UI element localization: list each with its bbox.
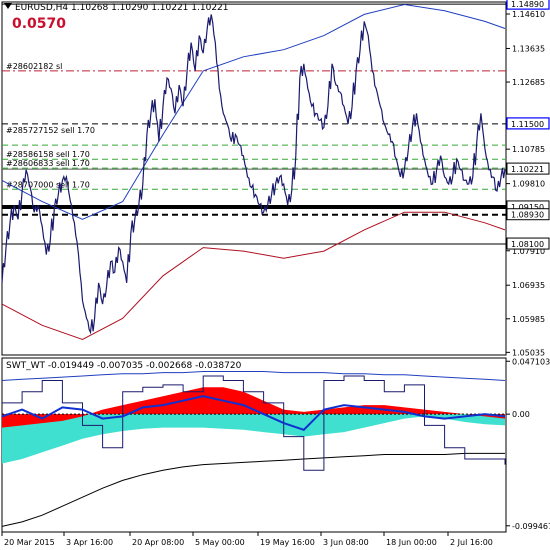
indicator-pane-frame (1, 357, 507, 533)
price-tag-label: 1.09150 (511, 203, 544, 212)
price-tag-box (506, 208, 550, 221)
price-tag-label: 1.14890 (511, 0, 544, 9)
x-tick-label: 20 Mar 2015 (4, 538, 55, 547)
x-tick-label: 3 Apr 16:00 (66, 538, 113, 547)
price-tick-label: 1.10785 (512, 145, 545, 154)
price-tick-label: 1.12685 (512, 78, 545, 87)
ohlc-high: 1.10290 (111, 3, 149, 13)
price-tick-label: 1.07910 (512, 247, 545, 256)
price-tag: 1.10221 (506, 162, 550, 175)
price-tick-label: 1.14610 (512, 10, 545, 19)
histogram-cyan-area (2, 414, 505, 464)
price-tick-label: 1.06935 (512, 281, 545, 290)
price-tag-label: 1.08100 (511, 240, 544, 249)
indicator-header: SWT_WT -0.019449 -0.007035 -0.002668 -0.… (6, 361, 241, 371)
histogram-red-area (2, 387, 505, 428)
band-lower-line (1, 452, 505, 527)
order-label: #28586158 sell 1.70 (6, 150, 90, 159)
price-pane-frame (1, 1, 507, 356)
indicator-tick-label: 0.047103 (512, 357, 550, 366)
price-tag-box (506, 162, 550, 175)
ohlc-low: 1.10221 (151, 3, 189, 13)
band-upper-line (1, 371, 506, 381)
x-tick-label: 18 Jun 00:00 (386, 538, 437, 547)
price-tick-label: 1.05985 (512, 315, 545, 324)
indicator-value-4: -0.038720 (195, 361, 242, 371)
price-tag-box (506, 117, 550, 130)
moving-average-red-line (1, 211, 506, 341)
price-tick-label: 1.05035 (512, 348, 545, 357)
indicator-name: SWT_WT (6, 361, 46, 371)
price-series-line (1, 14, 506, 335)
order-label: #28606833 sell 1.70 (6, 159, 90, 168)
indicator-value-2: -0.007035 (96, 361, 144, 371)
price-tick-label: 1.09810 (512, 180, 545, 189)
order-label: #285727152 sell 1.70 (6, 126, 95, 135)
order-label: #28707000 sell 1.70 (6, 180, 90, 189)
price-tag-box (506, 237, 550, 250)
order-label: #28602182 sl (6, 62, 62, 71)
indicator-value-1: -0.019449 (47, 361, 95, 371)
price-tag: 1.14890 (506, 0, 550, 10)
x-tick-label: 20 Apr 08:00 (132, 538, 184, 547)
x-tick-label: 2 Jul 16:00 (450, 538, 493, 547)
wave-thin-line (2, 375, 506, 471)
spread-value: 0.0570 (12, 16, 67, 32)
price-tag-label: 1.10221 (511, 165, 544, 174)
wave-blue-line (1, 395, 506, 431)
price-tag: 1.11500 (506, 117, 550, 130)
ohlc-close: 1.10221 (191, 3, 229, 13)
ohlc-open: 1.10268 (71, 3, 109, 13)
x-tick-label: 19 May 16:00 (260, 538, 315, 547)
indicator-tick-label: 0.00 (512, 410, 530, 419)
indicator-tick-label: -0.099467 (512, 522, 550, 531)
x-tick-label: 3 Jun 08:00 (323, 538, 369, 547)
price-tag-label: 1.08930 (511, 211, 544, 220)
price-tag: 1.08100 (506, 237, 550, 250)
moving-average-blue-line (1, 3, 506, 220)
price-tag-label: 1.11500 (511, 120, 544, 129)
chart-header: EURUSD,H4 1.10268 1.10290 1.10221 1.1022… (4, 3, 229, 13)
symbol-timeframe: EURUSD,H4 (15, 3, 69, 13)
price-tag-box (506, 0, 550, 10)
indicator-value-3: -0.002668 (146, 361, 193, 371)
dropdown-triangle-icon[interactable] (4, 3, 12, 9)
x-tick-label: 5 May 00:00 (195, 538, 245, 547)
price-tag: 1.08930 (506, 208, 550, 221)
price-tick-label: 1.13635 (512, 44, 545, 53)
